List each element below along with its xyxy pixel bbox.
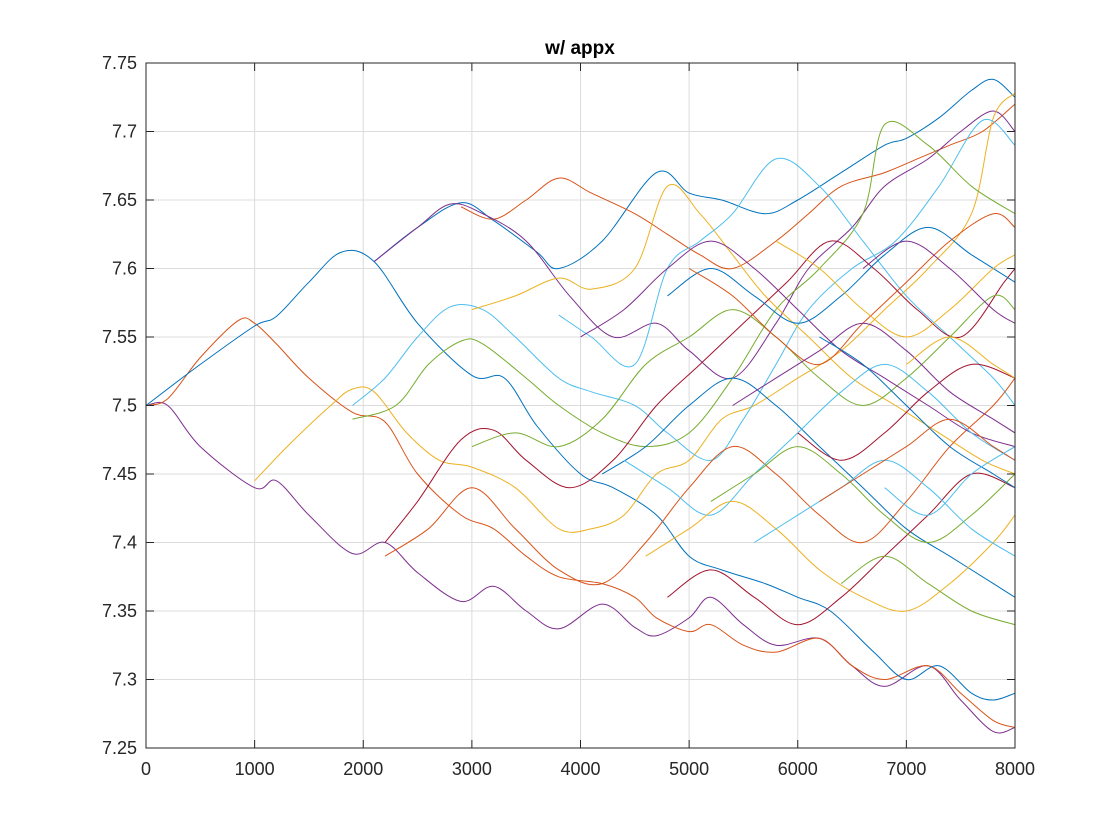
series-line-18: [645, 500, 1015, 612]
series-line-17: [623, 363, 1015, 516]
y-axis-tick-labels: 7.25 7.3 7.35 7.4 7.45 7.5 7.55 7.6 7.65 7.7 7.75: [102, 53, 137, 758]
series-line-30: [862, 240, 1015, 324]
x-tick-label: 1000: [235, 759, 275, 779]
series-line-15: [471, 294, 1015, 448]
x-axis-tick-labels: 0 1000 2000 3000 4000 5000 6000 7000 8000: [141, 759, 1035, 779]
y-tick-label: 7.3: [112, 670, 137, 690]
series-line-26: [797, 363, 1015, 461]
series-lines: [146, 78, 1015, 734]
series-line-29: [840, 555, 1015, 626]
x-tick-label: 4000: [560, 759, 600, 779]
series-line-9: [352, 121, 1015, 448]
series-line-27: [819, 336, 1015, 489]
x-tick-label: 3000: [452, 759, 492, 779]
y-tick-label: 7.65: [102, 190, 137, 210]
x-tick-label: 7000: [886, 759, 926, 779]
series-line-1: [146, 401, 1015, 734]
x-tick-label: 5000: [669, 759, 709, 779]
y-tick-label: 7.4: [112, 533, 137, 553]
series-line-25: [775, 240, 1015, 338]
series-line-13: [384, 377, 1015, 586]
y-tick-label: 7.6: [112, 259, 137, 279]
y-tick-label: 7.75: [102, 53, 137, 73]
axes: [145, 62, 1016, 749]
series-line-23: [732, 322, 1015, 434]
series-line-3: [146, 249, 1015, 701]
y-tick-label: 7.35: [102, 601, 137, 621]
y-tick-label: 7.5: [112, 396, 137, 416]
series-line-20: [667, 226, 1015, 324]
x-tick-label: 6000: [778, 759, 818, 779]
x-tick-label: 0: [141, 759, 151, 779]
y-tick-label: 7.45: [102, 464, 137, 484]
x-tick-label: 2000: [343, 759, 383, 779]
y-tick-label: 7.7: [112, 122, 137, 142]
series-line-19: [667, 472, 1015, 626]
series-line-7: [254, 92, 1015, 533]
series-line-8: [352, 118, 1015, 461]
x-tick-label: 8000: [995, 759, 1035, 779]
series-line-32: [906, 336, 1015, 379]
series-line-14: [601, 377, 1015, 598]
series-line-4: [373, 78, 1015, 270]
series-line-28: [819, 418, 1015, 502]
series-line-2: [146, 317, 1015, 728]
series-line-22: [710, 446, 1015, 544]
series-line-6: [373, 110, 1015, 380]
y-tick-label: 7.55: [102, 327, 137, 347]
chart-title: w/ appx: [544, 38, 615, 59]
series-line-5: [460, 103, 1015, 270]
series-line-31: [884, 446, 1015, 516]
y-tick-label: 7.25: [102, 738, 137, 758]
series-line-16: [580, 240, 1015, 448]
